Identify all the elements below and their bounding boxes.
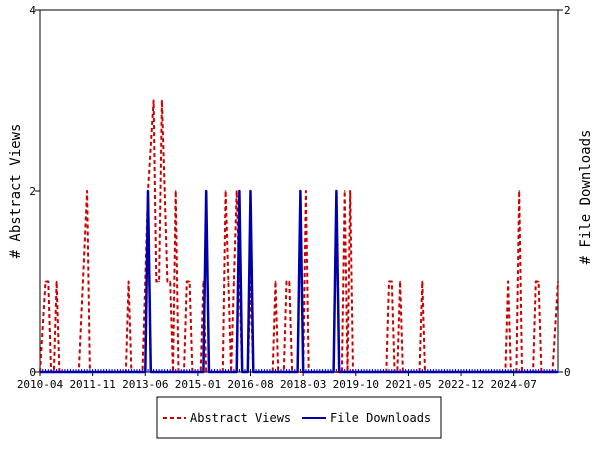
y-tick-group: 0 2 4 0 2 — [29, 4, 570, 379]
data-point — [557, 280, 559, 283]
data-point — [205, 371, 207, 373]
data-point — [332, 371, 335, 373]
data-point — [421, 280, 424, 283]
data-point — [296, 371, 299, 373]
data-point — [39, 371, 41, 373]
data-point — [247, 371, 249, 373]
data-point — [238, 190, 241, 192]
data-point — [163, 190, 166, 192]
x-tick-label: 2022-12 — [438, 378, 484, 391]
data-point — [150, 371, 152, 373]
data-point — [127, 280, 130, 283]
data-point — [152, 99, 155, 102]
data-point — [302, 371, 305, 373]
legend-label-abstract-views: Abstract Views — [190, 411, 291, 425]
data-point — [288, 280, 291, 283]
data-point — [55, 280, 58, 283]
series-layer — [39, 99, 559, 374]
series-line-file-downloads — [40, 189, 558, 374]
data-point — [188, 280, 191, 283]
data-point — [338, 371, 341, 373]
data-point — [235, 190, 238, 192]
y-right-tick-label: 0 — [564, 366, 571, 379]
x-tick-group: 2010-04 2011-11 2013-06 2015-01 2016-08 2018-… — [17, 369, 559, 391]
data-point — [507, 280, 509, 283]
x-tick-label: 2021-05 — [385, 378, 431, 391]
y-axis-left-title: # Abstract Views — [8, 124, 24, 259]
x-tick-label: 2013-06 — [122, 378, 168, 391]
data-point — [305, 190, 307, 192]
data-point — [144, 371, 147, 373]
y-right-tick-label: 2 — [564, 4, 571, 17]
data-point — [233, 280, 235, 283]
data-point — [161, 99, 163, 102]
y-axis-right-title: # File Downloads — [578, 130, 594, 265]
data-point — [186, 280, 188, 283]
data-point — [343, 190, 346, 192]
y-left-tick-label: 0 — [29, 366, 36, 379]
data-point — [202, 371, 205, 373]
data-point — [518, 190, 520, 192]
legend-box — [156, 396, 442, 439]
data-point — [557, 371, 559, 373]
data-point — [274, 280, 277, 283]
data-point — [208, 371, 210, 373]
data-point — [349, 190, 352, 192]
data-point — [169, 280, 171, 283]
y-left-tick-label: 4 — [29, 4, 36, 17]
legend: Abstract Views File Downloads — [156, 396, 442, 439]
x-tick-label: 2018-03 — [280, 378, 326, 391]
data-point — [299, 190, 302, 192]
y-left-tick-label: 2 — [29, 185, 36, 198]
data-point — [249, 190, 252, 192]
data-point — [537, 280, 540, 283]
data-point — [227, 280, 230, 283]
data-point — [335, 190, 338, 192]
data-point — [155, 280, 158, 283]
data-point — [235, 371, 238, 373]
data-point — [86, 190, 88, 192]
data-point — [174, 190, 177, 192]
x-tick-label: 2016-08 — [227, 378, 273, 391]
data-point — [399, 280, 401, 283]
x-tick-label: 2011-11 — [69, 378, 115, 391]
data-point — [252, 371, 255, 373]
data-point — [224, 190, 227, 192]
data-point — [147, 190, 149, 192]
data-point — [285, 280, 288, 283]
x-tick-label: 2015-01 — [175, 378, 221, 391]
data-point — [391, 280, 393, 283]
data-point — [241, 371, 243, 373]
x-tick-label: 2024-07 — [490, 378, 536, 391]
data-point — [205, 190, 207, 192]
series-line-abstract-views — [39, 99, 559, 373]
data-point — [166, 280, 169, 283]
x-tick-label: 2010-04 — [17, 378, 64, 391]
data-point — [158, 280, 160, 283]
data-point — [44, 280, 47, 283]
legend-label-file-downloads: File Downloads — [330, 411, 431, 425]
data-point — [47, 280, 50, 283]
data-point — [388, 280, 390, 283]
x-tick-label: 2019-10 — [333, 378, 379, 391]
data-point — [535, 280, 537, 283]
